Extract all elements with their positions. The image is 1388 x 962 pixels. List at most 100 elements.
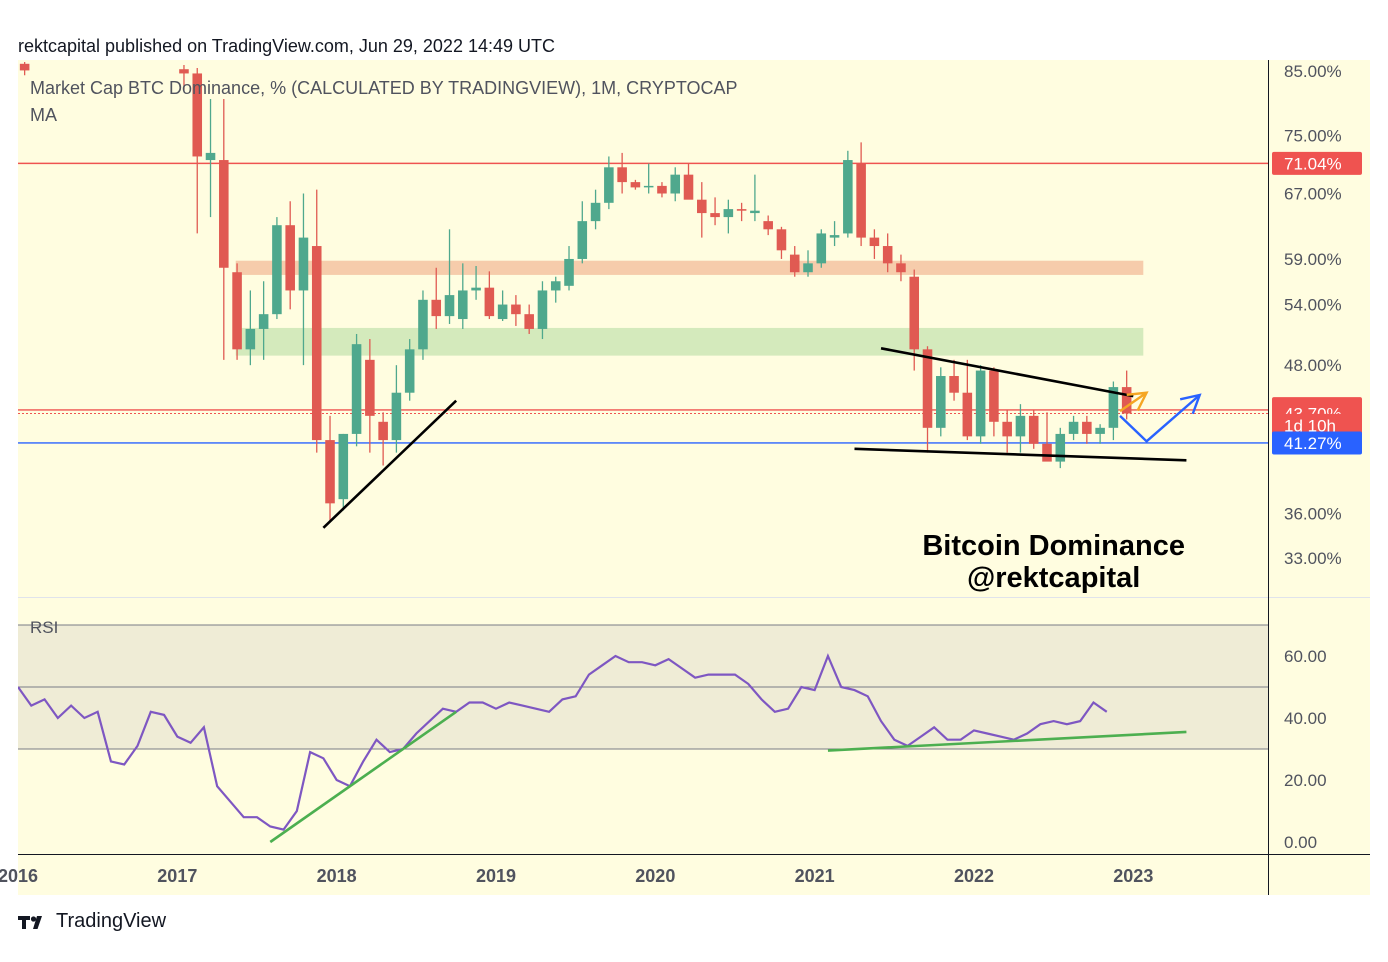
price-label-box bbox=[1272, 151, 1362, 175]
candle-body[interactable] bbox=[444, 295, 455, 317]
trendline[interactable] bbox=[322, 399, 458, 529]
candle-body[interactable] bbox=[750, 210, 760, 214]
candle-body[interactable] bbox=[803, 263, 813, 273]
candle-body[interactable] bbox=[789, 254, 800, 273]
candle-body[interactable] bbox=[404, 349, 415, 393]
candle-body[interactable] bbox=[564, 258, 574, 286]
candle-body[interactable] bbox=[1082, 421, 1092, 434]
candle-body[interactable] bbox=[604, 167, 614, 203]
time-tick-label: 2017 bbox=[157, 866, 197, 886]
candle-body[interactable] bbox=[338, 433, 349, 500]
candle-body[interactable] bbox=[909, 276, 920, 350]
candle-body[interactable] bbox=[311, 246, 322, 441]
candle-body[interactable] bbox=[219, 160, 229, 268]
candle-body[interactable] bbox=[19, 63, 30, 71]
trendline[interactable] bbox=[854, 447, 1187, 462]
candle-body[interactable] bbox=[285, 225, 295, 291]
candle-body[interactable] bbox=[949, 376, 959, 393]
candle-body[interactable] bbox=[776, 229, 787, 251]
candle-body[interactable] bbox=[962, 392, 973, 437]
candle-body[interactable] bbox=[511, 304, 521, 315]
candle-body[interactable] bbox=[484, 287, 495, 317]
candle-body[interactable] bbox=[1068, 421, 1079, 434]
tradingview-brand-text: TradingView bbox=[56, 910, 167, 932]
candle-body[interactable] bbox=[816, 233, 827, 264]
candle-body[interactable] bbox=[989, 370, 999, 422]
rsi-series-line[interactable] bbox=[18, 653, 1108, 831]
time-tick-label: 2018 bbox=[317, 866, 357, 886]
candle-body[interactable] bbox=[192, 73, 203, 157]
candle-body[interactable] bbox=[1028, 415, 1039, 444]
candle-body[interactable] bbox=[869, 237, 880, 247]
candle-body[interactable] bbox=[763, 221, 773, 230]
candle-body[interactable] bbox=[351, 344, 362, 434]
candle-body[interactable] bbox=[975, 370, 986, 437]
candle-body[interactable] bbox=[843, 160, 853, 234]
candle-body[interactable] bbox=[1002, 421, 1012, 437]
indicator-label-ma: MA bbox=[30, 105, 57, 125]
candle-body[interactable] bbox=[670, 174, 681, 194]
price-label-text: 1d 10h bbox=[1284, 416, 1336, 435]
candle-body[interactable] bbox=[723, 209, 734, 218]
time-tick-label: 2022 bbox=[954, 866, 994, 886]
candle-body[interactable] bbox=[1055, 433, 1066, 462]
candle-body[interactable] bbox=[391, 392, 402, 441]
candle-body[interactable] bbox=[697, 199, 707, 214]
candle-body[interactable] bbox=[630, 182, 641, 188]
rsi-trendline[interactable] bbox=[269, 710, 457, 844]
candle-body[interactable] bbox=[258, 314, 269, 329]
rsi-trendline[interactable] bbox=[827, 730, 1187, 752]
candle-body[interactable] bbox=[471, 287, 481, 291]
candle-body[interactable] bbox=[272, 225, 282, 315]
candle-body[interactable] bbox=[577, 221, 588, 259]
candle-body[interactable] bbox=[710, 213, 720, 218]
candle-body[interactable] bbox=[325, 440, 335, 504]
trendline[interactable] bbox=[880, 347, 1134, 398]
candle-body[interactable] bbox=[896, 263, 906, 273]
candle-body[interactable] bbox=[643, 185, 654, 188]
tradingview-branding[interactable]: TradingView bbox=[18, 910, 166, 933]
candle-body[interactable] bbox=[736, 209, 747, 211]
annotation-text: Bitcoin Dominance @rektcapital bbox=[922, 530, 1185, 594]
projection-path[interactable] bbox=[1119, 391, 1148, 413]
rsi-tick-label: 40.00 bbox=[1284, 709, 1327, 728]
candle-body[interactable] bbox=[524, 314, 534, 329]
candle-body[interactable] bbox=[590, 202, 601, 222]
projection-path[interactable] bbox=[1119, 394, 1201, 443]
candle-body[interactable] bbox=[856, 163, 866, 238]
candle-body[interactable] bbox=[1121, 387, 1132, 414]
candle-body[interactable] bbox=[657, 185, 667, 194]
candle-body[interactable] bbox=[245, 328, 256, 350]
candle-body[interactable] bbox=[1042, 443, 1052, 462]
candle-body[interactable] bbox=[1108, 387, 1119, 428]
candle-body[interactable] bbox=[550, 281, 561, 291]
candle-body[interactable] bbox=[458, 290, 468, 320]
candle-body[interactable] bbox=[829, 235, 840, 238]
candle-body[interactable] bbox=[497, 304, 508, 320]
time-tick-label: 2021 bbox=[795, 866, 835, 886]
candle-body[interactable] bbox=[617, 167, 627, 183]
candle-body[interactable] bbox=[683, 174, 694, 200]
price-label-text: 41.27% bbox=[1284, 434, 1342, 453]
price-tick-label: 48.00% bbox=[1284, 356, 1342, 375]
candle-body[interactable] bbox=[922, 349, 933, 428]
candle-body[interactable] bbox=[418, 299, 428, 350]
candle-body[interactable] bbox=[537, 290, 548, 329]
candle-body[interactable] bbox=[205, 152, 216, 161]
candle-body[interactable] bbox=[378, 421, 388, 441]
price-tick-label: 54.00% bbox=[1284, 296, 1342, 315]
candle-body[interactable] bbox=[1015, 415, 1026, 437]
time-tick-label: 2016 bbox=[0, 866, 38, 886]
candle-body[interactable] bbox=[232, 272, 242, 350]
price-label-text: 71.04% bbox=[1284, 154, 1342, 173]
candle-body[interactable] bbox=[179, 69, 189, 74]
candle-body[interactable] bbox=[1095, 427, 1105, 434]
annotation-line: @rektcapital bbox=[967, 562, 1140, 594]
candle-body[interactable] bbox=[431, 299, 442, 317]
price-label-box bbox=[1272, 413, 1362, 437]
candle-body[interactable] bbox=[936, 376, 946, 428]
candle-body[interactable] bbox=[365, 359, 375, 416]
candle-body[interactable] bbox=[882, 246, 893, 264]
candle-body[interactable] bbox=[298, 237, 309, 291]
